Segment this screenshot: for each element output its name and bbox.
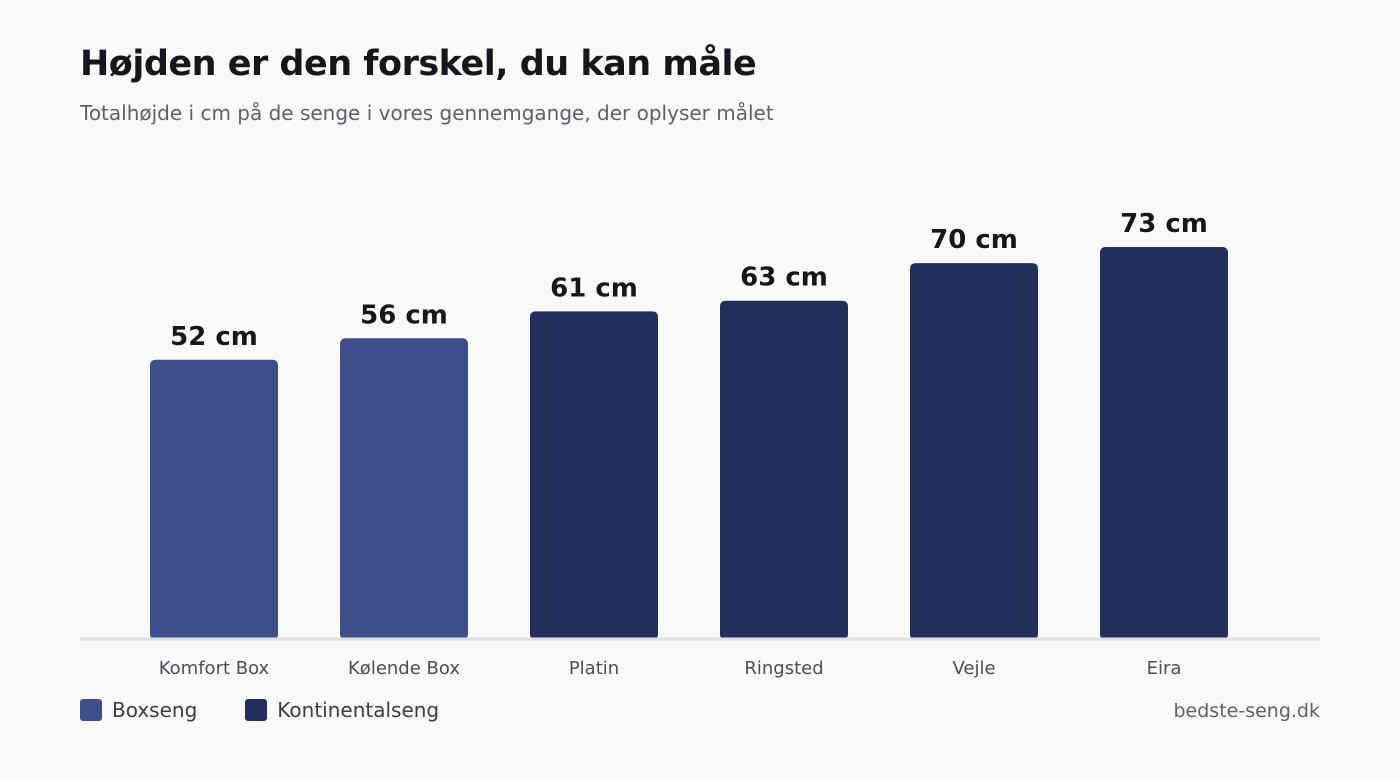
legend-swatch-kontinentalseng <box>245 699 268 721</box>
bar-ringsted <box>720 300 848 640</box>
legend-label-boxseng: Boxseng <box>112 698 198 722</box>
value-label-eira: 73 cm <box>1120 209 1208 239</box>
legend-label-kontinentalseng: Kontinentalseng <box>277 698 440 722</box>
bar-vejle <box>910 263 1038 640</box>
category-label-vejle: Vejle <box>952 658 995 679</box>
legend-swatch-boxseng <box>80 699 102 721</box>
source-credit: bedste-seng.dk <box>1173 700 1321 722</box>
legend-item-boxseng: Boxseng <box>80 698 197 722</box>
category-label-koelende-box: Kølende Box <box>348 658 460 679</box>
chart-subtitle: Totalhøjde i cm på de senge i vores genn… <box>80 101 774 125</box>
labels-layer: 52 cm Komfort Box 56 cm Kølende Box 61 cm Pla… <box>159 209 1208 679</box>
value-label-ringsted: 63 cm <box>740 263 828 293</box>
category-label-eira: Eira <box>1147 658 1182 679</box>
value-label-komfort-box: 52 cm <box>170 322 258 352</box>
legend-item-kontinentalseng: Kontinentalseng <box>245 698 439 722</box>
chart-legend: Boxseng Kontinentalseng <box>80 698 487 722</box>
bars-layer <box>150 246 1228 641</box>
category-label-ringsted: Ringsted <box>744 658 823 679</box>
bar-platin <box>530 311 658 640</box>
value-label-vejle: 70 cm <box>930 225 1018 255</box>
value-label-platin: 61 cm <box>550 273 638 303</box>
bar-komfort-box <box>150 359 278 640</box>
chart-title: Højden er den forskel, du kan måle <box>80 44 757 84</box>
bar-koelende-box <box>340 338 468 640</box>
bar-eira <box>1100 246 1228 641</box>
category-label-komfort-box: Komfort Box <box>159 658 270 679</box>
value-label-koelende-box: 56 cm <box>360 300 448 330</box>
category-label-platin: Platin <box>569 658 619 679</box>
